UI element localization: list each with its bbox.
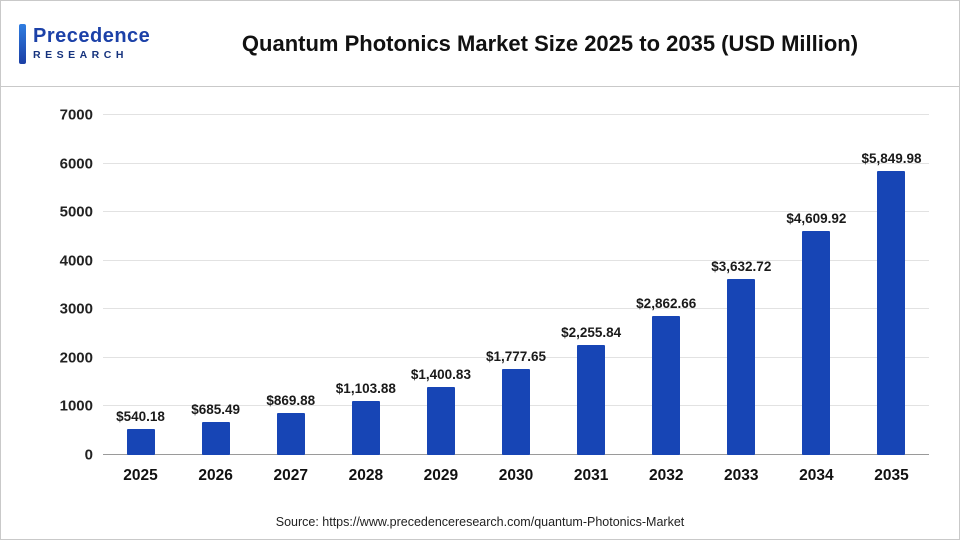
y-axis: 0 1000 2000 3000 4000 5000 6000 7000 bbox=[29, 107, 93, 464]
bar-column: $2,862.66 bbox=[629, 115, 704, 455]
gridline bbox=[103, 114, 929, 115]
gridline bbox=[103, 211, 929, 213]
x-tick-label: 2028 bbox=[348, 467, 384, 484]
gridline bbox=[103, 259, 929, 261]
bar-column: $685.49 bbox=[178, 115, 253, 455]
plot-area: $540.18 $685.49 $869.88 $1,103.88 $1,400.83 $… bbox=[103, 114, 929, 455]
gridline bbox=[103, 308, 929, 310]
bar-value-label: $2,862.66 bbox=[636, 295, 697, 311]
y-tick-label: 6000 bbox=[59, 155, 93, 173]
bar-column: $869.88 bbox=[253, 115, 328, 455]
y-tick-label: 0 bbox=[84, 446, 93, 464]
precedence-research-logo: Precedence RESEARCH bbox=[19, 23, 189, 64]
x-axis: 2025 2026 2027 2028 2029 2030 2031 2032 2033 2034… bbox=[103, 467, 929, 495]
y-tick-label: 7000 bbox=[59, 106, 93, 124]
bar bbox=[126, 428, 155, 455]
logo-line2: RESEARCH bbox=[33, 48, 128, 61]
bar-value-label: $540.18 bbox=[116, 408, 165, 424]
x-tick-label: 2031 bbox=[573, 467, 609, 484]
x-tick-label: 2034 bbox=[799, 467, 834, 484]
bar-value-label: $3,632.72 bbox=[711, 258, 772, 274]
bar bbox=[652, 315, 681, 455]
bar-column: $1,103.88 bbox=[328, 115, 403, 455]
bar-value-label: $1,400.83 bbox=[410, 366, 471, 382]
y-tick-label: 3000 bbox=[59, 300, 93, 318]
logo-line1: Precedence bbox=[33, 24, 151, 47]
bar bbox=[351, 401, 380, 455]
page-title: Quantum Photonics Market Size 2025 to 20… bbox=[241, 30, 859, 56]
bar-column: $5,849.98 bbox=[854, 115, 929, 455]
bar bbox=[201, 421, 230, 455]
bar-column: $4,609.92 bbox=[779, 115, 854, 455]
x-tick-label: 2029 bbox=[423, 467, 459, 484]
y-tick-label: 1000 bbox=[59, 397, 93, 415]
bar-series: $540.18 $685.49 $869.88 $1,103.88 $1,400.83 $… bbox=[103, 115, 929, 455]
bar bbox=[877, 170, 906, 455]
bar-column: $1,777.65 bbox=[478, 115, 553, 455]
header: Precedence RESEARCH Quantum Photonics Ma… bbox=[1, 1, 959, 87]
source-text: Source: https://www.precedenceresearch.c… bbox=[275, 515, 685, 529]
bar-value-label: $4,609.92 bbox=[786, 211, 847, 227]
y-tick-label: 2000 bbox=[59, 349, 93, 367]
x-tick-label: 2030 bbox=[498, 467, 534, 484]
bar-column: $1,400.83 bbox=[403, 115, 478, 455]
x-tick-label: 2026 bbox=[198, 467, 233, 484]
bar-value-label: $1,777.65 bbox=[485, 348, 547, 364]
bar-value-label: $1,103.88 bbox=[335, 381, 396, 397]
x-tick-label: 2025 bbox=[123, 467, 158, 484]
bar-column: $540.18 bbox=[103, 115, 178, 455]
bar-value-label: $2,255.84 bbox=[561, 325, 622, 341]
bar-value-label: $869.88 bbox=[266, 392, 316, 408]
bar bbox=[577, 345, 606, 455]
bar-column: $3,632.72 bbox=[704, 115, 779, 455]
x-tick-label: 2035 bbox=[874, 467, 909, 484]
x-tick-label: 2033 bbox=[724, 467, 759, 484]
gridline bbox=[103, 162, 929, 164]
bar-value-label: $685.49 bbox=[191, 401, 241, 417]
gridline bbox=[103, 356, 929, 358]
logo-bar-icon bbox=[19, 23, 26, 64]
bar bbox=[426, 386, 455, 455]
bar bbox=[802, 231, 831, 455]
y-tick-label: 4000 bbox=[59, 252, 93, 270]
bar-column: $2,255.84 bbox=[554, 115, 629, 455]
bar bbox=[727, 278, 756, 455]
x-tick-label: 2032 bbox=[648, 467, 684, 484]
bar-value-label: $5,849.98 bbox=[861, 150, 922, 166]
bar bbox=[502, 368, 531, 455]
y-tick-label: 5000 bbox=[59, 203, 93, 221]
bar bbox=[276, 412, 305, 455]
logo-text: Precedence RESEARCH bbox=[33, 24, 151, 61]
x-tick-label: 2027 bbox=[273, 467, 308, 484]
